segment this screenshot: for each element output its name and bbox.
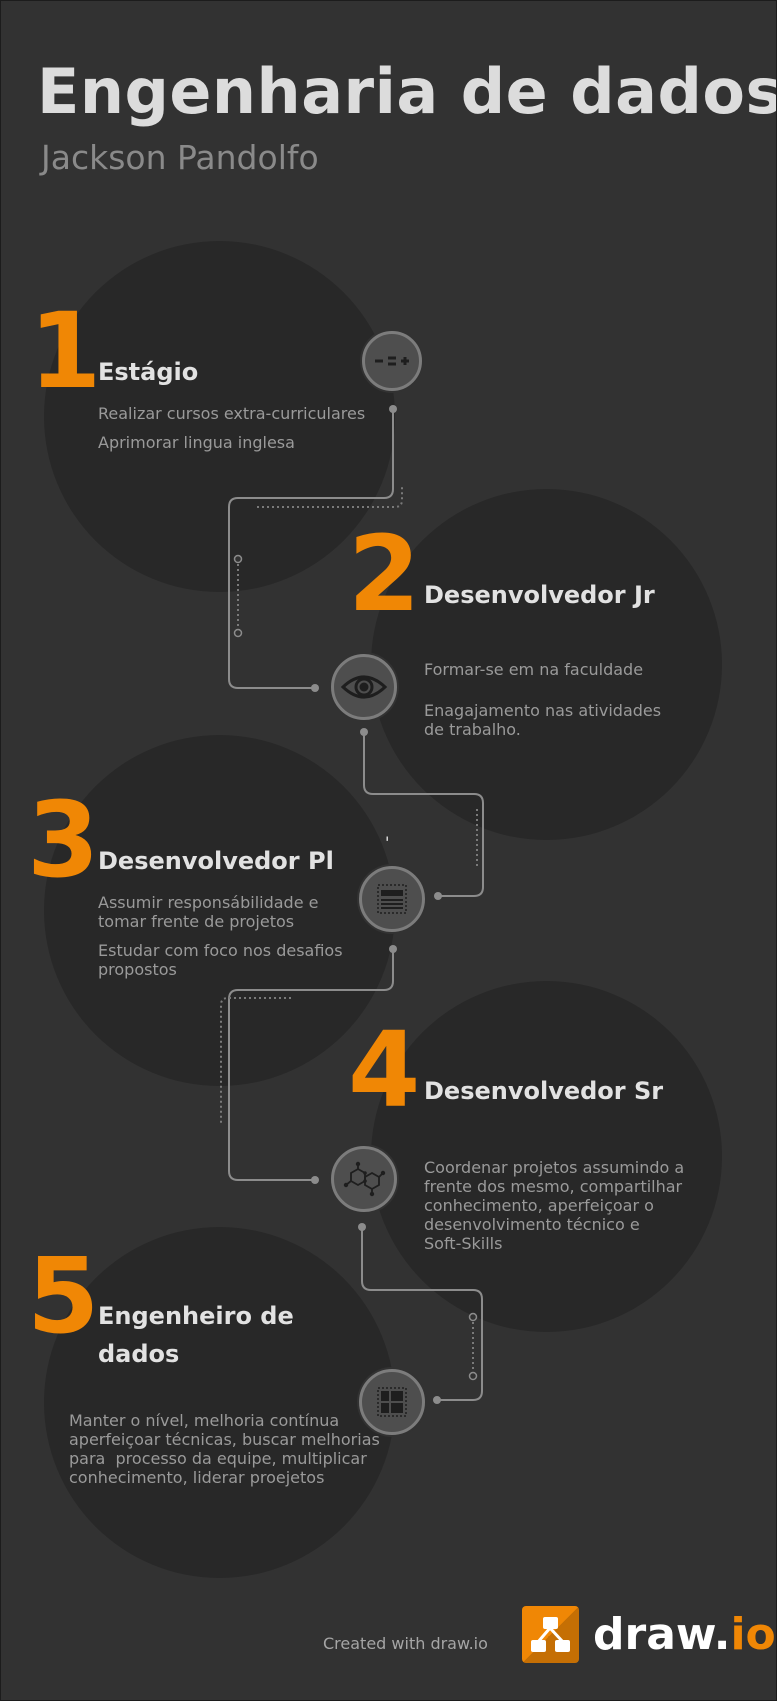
step-3-item: Estudar com foco nos desafios propostos [98, 941, 343, 979]
drawio-logo-text: draw.io [593, 1604, 776, 1666]
page-title: Engenharia de dados [37, 55, 777, 128]
step-1-number: 1 [29, 290, 102, 412]
document-layout-icon [359, 866, 425, 932]
step-3-description: Assumir responsábilidade e tomar frente … [98, 893, 343, 989]
molecule-icon [331, 1146, 397, 1212]
step-2-title: Desenvolvedor Jr [424, 581, 655, 609]
step-2-description: Formar-se em na faculdade Enagajamento n… [424, 660, 661, 749]
step-3-item: Assumir responsábilidade e tomar frente … [98, 893, 319, 931]
step-1-title: Estágio [98, 358, 199, 386]
grid-layout-icon [359, 1369, 425, 1435]
step-5-description: Manter o nível, melhoria contínua aperfe… [69, 1411, 380, 1497]
step-4-item: Coordenar projetos assumindo a frente do… [424, 1158, 685, 1253]
step-2-circle [371, 489, 722, 840]
step-2-item: Enagajamento nas atividades de trabalho. [424, 701, 662, 739]
step-3-title: Desenvolvedor Pl [98, 847, 334, 875]
step-1-item: Aprimorar lingua inglesa [98, 433, 295, 452]
step-4-number: 4 [348, 1009, 421, 1131]
drawio-logo-icon [522, 1606, 579, 1663]
step-3-circle [44, 735, 395, 1086]
step-4-title: Desenvolvedor Sr [424, 1077, 664, 1105]
step-5-title: Engenheiro de dados [98, 1302, 294, 1368]
page-subtitle: Jackson Pandolfo [41, 138, 319, 177]
stray-mark: ' [385, 833, 390, 852]
step-5-item: Manter o nível, melhoria contínua aperfe… [69, 1411, 380, 1487]
step-1-item: Realizar cursos extra-curriculares [98, 404, 366, 423]
eye-icon [331, 654, 397, 720]
step-1-circle [44, 241, 395, 592]
step-5-number: 5 [27, 1235, 100, 1357]
logo-main: draw. [593, 1609, 731, 1660]
step-3-number: 3 [27, 779, 100, 901]
step-2-number: 2 [348, 513, 421, 635]
calculator-signs-icon [362, 331, 422, 391]
created-with-text: Created with draw.io [323, 1634, 488, 1653]
step-4-description: Coordenar projetos assumindo a frente do… [424, 1158, 684, 1263]
step-4-circle [371, 981, 722, 1332]
step-5-circle [44, 1227, 395, 1578]
step-1-description: Realizar cursos extra-curriculares Aprim… [98, 404, 365, 462]
step-2-item: Formar-se em na faculdade [424, 660, 644, 679]
logo-suffix: io [730, 1609, 776, 1660]
